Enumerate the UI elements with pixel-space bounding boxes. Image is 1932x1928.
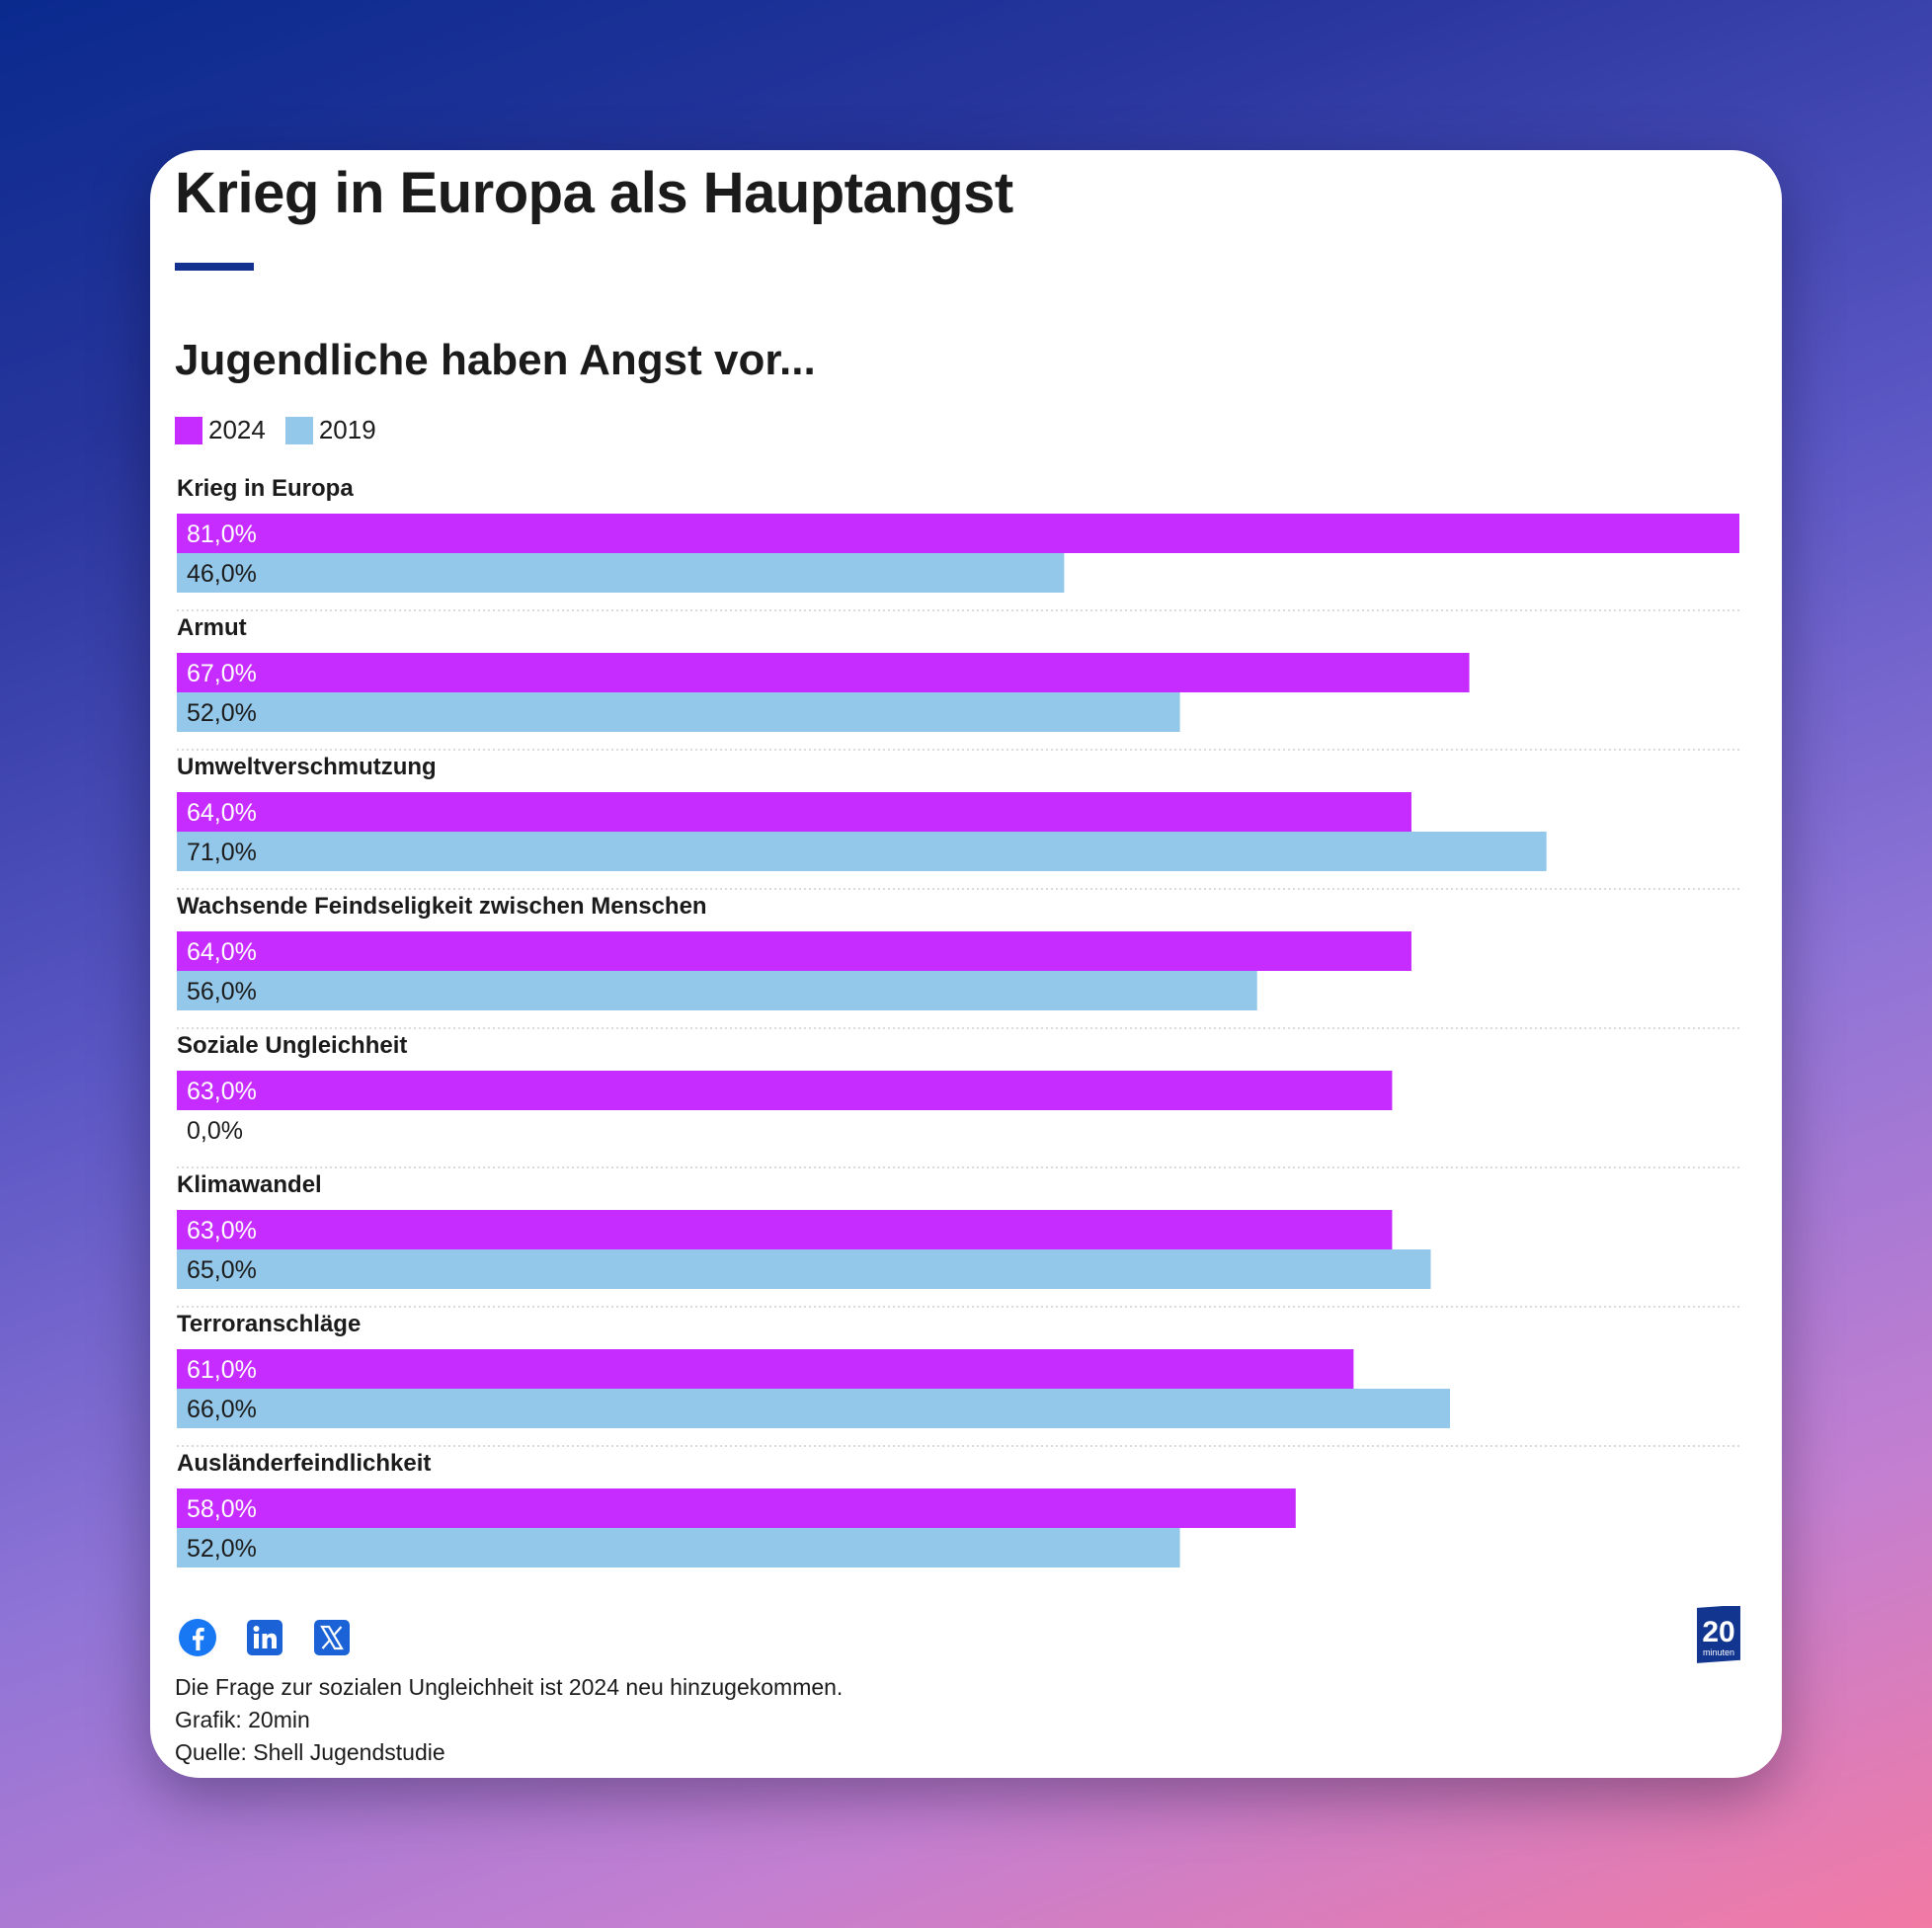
footnote-note: Die Frage zur sozialen Ungleichheit ist … [175, 1674, 844, 1700]
bar-chart: Krieg in Europa 81,0% 46,0% Armut 67,0% 52,0%… [177, 475, 1739, 1567]
footnote-credit: Grafik: 20min [175, 1707, 310, 1732]
linkedin-icon[interactable] [245, 1618, 284, 1657]
social-share-bar [178, 1618, 379, 1657]
page-title: Krieg in Europa als Hauptangst [175, 161, 1013, 225]
data-label-2024: 61,0% [187, 1356, 257, 1384]
legend-item-2019[interactable]: 2019 [284, 415, 376, 445]
data-label-2019: 71,0% [187, 839, 257, 866]
bar-2024[interactable] [177, 1349, 1354, 1389]
legend-label-2024: 2024 [208, 415, 266, 444]
legend-label-2019: 2019 [318, 415, 376, 444]
category-label: Wachsende Feindseligkeit zwischen Mensch… [177, 893, 707, 920]
category-label: Terroranschläge [177, 1311, 361, 1337]
footnote-source: Quelle: Shell Jugendstudie [175, 1739, 445, 1765]
bar-2024[interactable] [177, 1071, 1393, 1110]
bar-2024[interactable] [177, 514, 1739, 553]
20minuten-logo: 20 minuten [1697, 1606, 1740, 1663]
category-label: Ausländerfeindlichkeit [177, 1450, 431, 1477]
logo-number: 20 [1702, 1616, 1734, 1648]
bar-2024[interactable] [177, 653, 1470, 692]
data-label-2024: 81,0% [187, 521, 257, 548]
category-label: Krieg in Europa [177, 475, 354, 502]
bar-2019[interactable] [177, 1249, 1431, 1289]
data-label-2024: 67,0% [187, 660, 257, 687]
data-label-2019: 0,0% [187, 1117, 243, 1145]
data-label-2019: 52,0% [187, 699, 257, 727]
data-label-2024: 63,0% [187, 1217, 257, 1245]
data-label-2019: 66,0% [187, 1396, 257, 1423]
category-label: Armut [177, 614, 247, 641]
data-label-2024: 58,0% [187, 1495, 257, 1523]
data-label-2024: 64,0% [187, 938, 257, 966]
bar-2024[interactable] [177, 1210, 1393, 1249]
data-label-2019: 46,0% [187, 560, 257, 588]
bar-2019[interactable] [177, 692, 1180, 732]
bar-2019[interactable] [177, 832, 1547, 871]
bar-2019[interactable] [177, 553, 1065, 593]
category-label: Umweltverschmutzung [177, 754, 437, 780]
chart-subtitle: Jugendliche haben Angst vor... [175, 336, 816, 384]
category-label: Soziale Ungleichheit [177, 1032, 407, 1059]
bar-2019[interactable] [177, 1528, 1180, 1567]
data-label-2024: 64,0% [187, 799, 257, 827]
data-label-2019: 65,0% [187, 1256, 257, 1284]
title-underline [175, 263, 254, 271]
chart-card: Krieg in Europa als Hauptangst Jugendlic… [150, 150, 1782, 1778]
legend-swatch-2019 [284, 416, 313, 444]
legend-swatch-2024 [175, 416, 202, 444]
data-label-2019: 56,0% [187, 978, 257, 1005]
bar-2019[interactable] [177, 1389, 1451, 1428]
x-icon[interactable] [312, 1618, 352, 1657]
logo-wordmark: minuten [1703, 1647, 1734, 1657]
legend-item-2024[interactable]: 2024 [175, 415, 266, 445]
bar-2024[interactable] [177, 1488, 1296, 1528]
footnotes: Die Frage zur sozialen Ungleichheit ist … [175, 1671, 843, 1769]
facebook-icon[interactable] [178, 1618, 217, 1657]
bar-2024[interactable] [177, 792, 1411, 832]
legend: 2024 2019 [175, 415, 396, 445]
data-label-2024: 63,0% [187, 1078, 257, 1105]
data-label-2019: 52,0% [187, 1535, 257, 1563]
bar-2019[interactable] [177, 971, 1257, 1010]
bar-2024[interactable] [177, 931, 1411, 971]
category-label: Klimawandel [177, 1171, 322, 1198]
